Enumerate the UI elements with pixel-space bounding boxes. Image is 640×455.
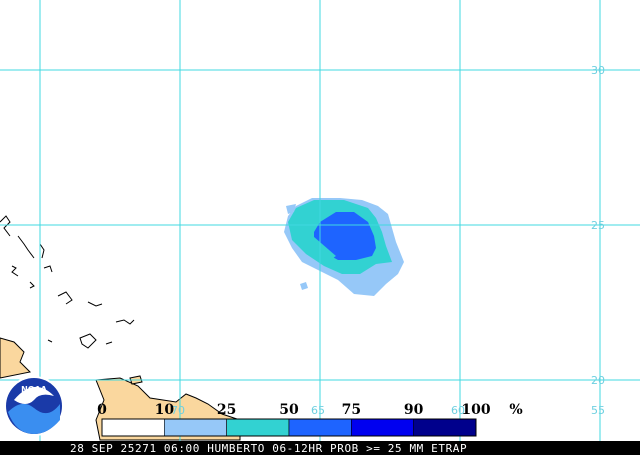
coast-fragment xyxy=(105,341,113,345)
probability-contours xyxy=(284,198,404,296)
lon-label: 60 xyxy=(451,404,465,417)
prob-25-streak xyxy=(300,230,336,260)
caption-text: 28 SEP 25271 06:00 HUMBERTO 06-12HR PROB… xyxy=(70,442,467,455)
caption-bar xyxy=(0,441,640,455)
prob-10-fringe xyxy=(286,204,296,214)
bahamas-coastlines xyxy=(0,215,135,349)
probability-legend: 0 10 25 50 75 90 100% xyxy=(97,402,523,437)
legend-swatch xyxy=(413,418,477,437)
legend-label: 10 xyxy=(155,402,175,418)
coast-fragment xyxy=(39,243,45,259)
legend-unit: % xyxy=(509,402,522,418)
grid-labels: 30 25 20 70 65 60 55 xyxy=(171,64,605,417)
land-hispaniola xyxy=(0,337,32,379)
logo-wave xyxy=(8,403,60,434)
legend-label: 100 xyxy=(461,402,490,418)
lat-label: 20 xyxy=(591,374,605,387)
logo-text: NOAA xyxy=(21,385,47,394)
noaa-logo: NOAA xyxy=(4,376,64,436)
legend-swatch xyxy=(288,418,352,437)
lon-label: 65 xyxy=(311,404,325,417)
coast-fragment xyxy=(57,291,73,305)
coast-fragment xyxy=(29,281,35,289)
coast-fragment xyxy=(0,215,11,237)
prob-10-fringe xyxy=(300,282,308,290)
legend-label: 0 xyxy=(97,402,107,418)
coast-fragment xyxy=(11,265,19,277)
legend-label: 25 xyxy=(217,402,236,418)
legend-swatch xyxy=(101,418,165,437)
legend-label: 50 xyxy=(279,402,299,418)
legend-swatch xyxy=(164,418,227,437)
lat-label: 25 xyxy=(591,219,605,232)
lon-label: 55 xyxy=(591,404,605,417)
lat-label: 30 xyxy=(591,64,605,77)
legend-frame xyxy=(101,418,477,437)
coast-fragment xyxy=(47,339,53,343)
legend-label: 75 xyxy=(342,402,361,418)
coast-fragment xyxy=(17,235,35,259)
coast-fragment xyxy=(87,301,103,307)
coast-fragment xyxy=(79,333,97,349)
lat-lon-grid xyxy=(0,0,640,441)
legend-swatch xyxy=(351,418,414,437)
prob-50-region xyxy=(314,212,376,260)
logo-bird xyxy=(14,386,54,404)
coast-fragment xyxy=(115,319,135,325)
legend-label: 90 xyxy=(404,402,424,418)
lon-label: 70 xyxy=(171,404,185,417)
coast-fragment xyxy=(43,265,53,273)
legend-swatch xyxy=(226,418,290,437)
